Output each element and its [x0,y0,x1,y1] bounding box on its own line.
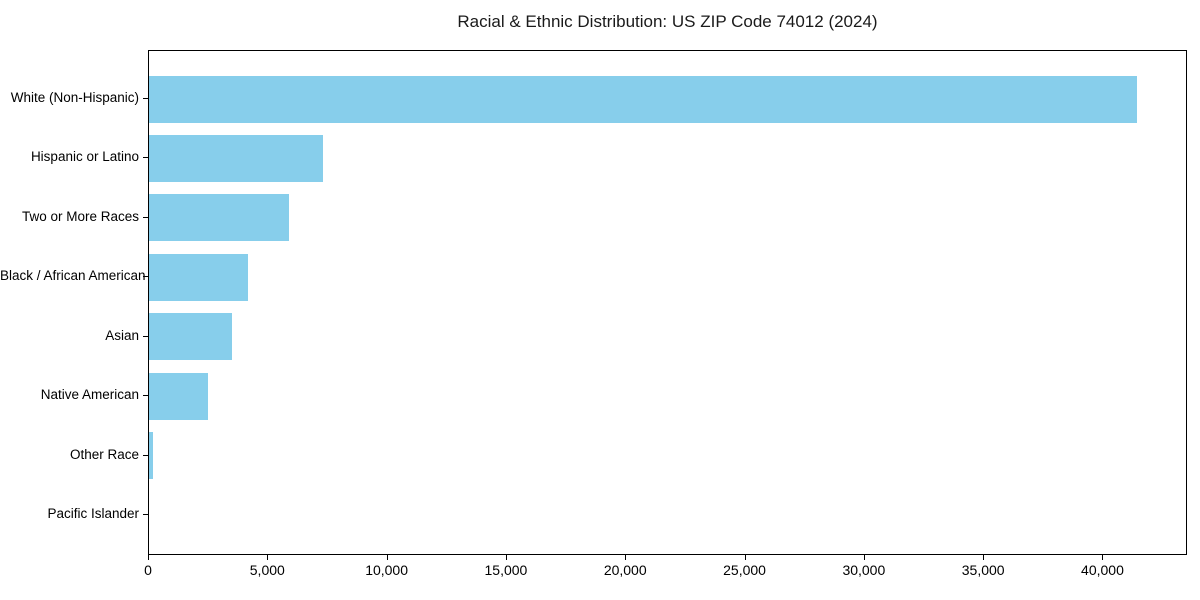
y-tick-mark-two-or-more-races [143,216,148,218]
bar-hispanic-or-latino [149,134,323,182]
plot-area [148,50,1187,555]
y-tick-mark-native-american [143,395,148,397]
bar-asian [149,313,232,361]
y-tick-label-native-american: Native American [40,387,139,403]
x-tick-label-35000: 35,000 [961,562,1005,578]
bar-other-race [149,432,153,480]
y-tick-label-asian: Asian [105,327,139,343]
x-tick-mark-0 [148,555,149,560]
x-tick-label-25000: 25,000 [723,562,766,578]
y-tick-label-black-african-american: Black / African American [0,268,146,284]
x-tick-mark-20000 [625,555,627,560]
y-tick-mark-other-race [143,454,148,456]
x-tick-mark-15000 [505,555,507,560]
x-tick-mark-5000 [267,555,269,560]
x-tick-mark-10000 [386,555,388,560]
y-tick-label-white-non-hispanic: White (Non-Hispanic) [10,90,139,105]
y-tick-mark-asian [143,335,148,337]
x-tick-mark-30000 [863,555,865,560]
y-tick-mark-hispanic-or-latino [143,157,148,159]
y-tick-label-hispanic-or-latino: Hispanic or Latino [30,149,139,165]
y-tick-mark-white-non-hispanic [143,98,148,99]
bar-two-or-more-races [149,194,289,242]
y-tick-label-other-race: Other Race [69,446,139,462]
x-tick-label-30000: 30,000 [842,562,886,578]
bar-native-american [149,372,208,420]
x-tick-mark-40000 [1102,555,1104,560]
x-tick-label-15000: 15,000 [484,562,528,578]
x-tick-label-0: 0 [144,562,152,578]
x-tick-mark-25000 [744,555,746,560]
x-tick-label-20000: 20,000 [603,562,647,578]
y-tick-label-pacific-islander: Pacific Islander [47,506,139,521]
x-tick-label-40000: 40,000 [1081,562,1124,578]
bar-white-non-hispanic [149,75,1137,123]
x-tick-label-5000: 5,000 [249,562,285,578]
y-tick-mark-pacific-islander [143,514,148,515]
y-tick-label-two-or-more-races: Two or More Races [21,208,139,224]
x-tick-label-10000: 10,000 [365,562,409,578]
y-tick-mark-black-african-american [143,276,148,278]
bar-black-african-american [149,253,248,301]
chart-title: Racial & Ethnic Distribution: US ZIP Cod… [457,12,878,31]
x-tick-mark-35000 [983,555,985,560]
